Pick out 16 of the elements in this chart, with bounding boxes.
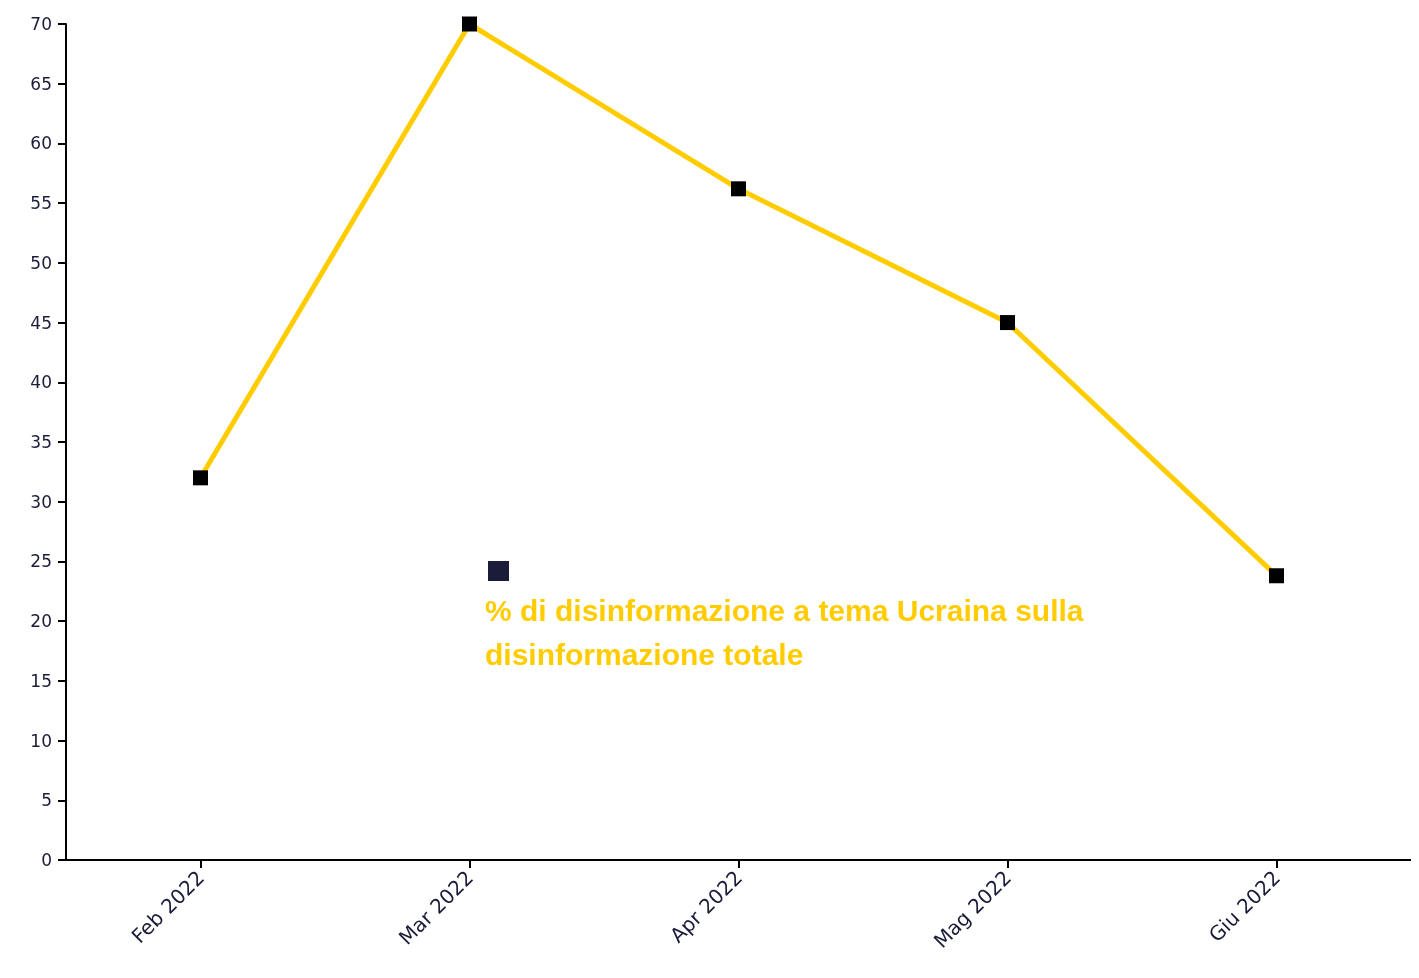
y-tick-label: 70 bbox=[30, 14, 52, 34]
y-tick-label: 55 bbox=[30, 193, 52, 214]
y-tick-label: 60 bbox=[30, 133, 52, 154]
y-tick-label: 35 bbox=[30, 432, 52, 452]
y-tick-label: 40 bbox=[30, 372, 52, 393]
y-tick-label: 65 bbox=[30, 73, 52, 94]
y-tick-label: 10 bbox=[30, 730, 52, 751]
text: % di disinformazione a tema Ucraina sulla disinformazione totale bbox=[485, 593, 1092, 671]
y-tick-label: 45 bbox=[30, 312, 52, 333]
y-tick-label: 30 bbox=[30, 491, 52, 512]
y-tick-label: 25 bbox=[30, 551, 52, 572]
y-tick-label: 0 bbox=[41, 850, 52, 870]
y-tick-label: 15 bbox=[30, 670, 52, 691]
y-tick-label: 20 bbox=[30, 611, 52, 632]
y-tick-label: 50 bbox=[30, 252, 52, 273]
y-tick-label: 5 bbox=[41, 790, 52, 811]
